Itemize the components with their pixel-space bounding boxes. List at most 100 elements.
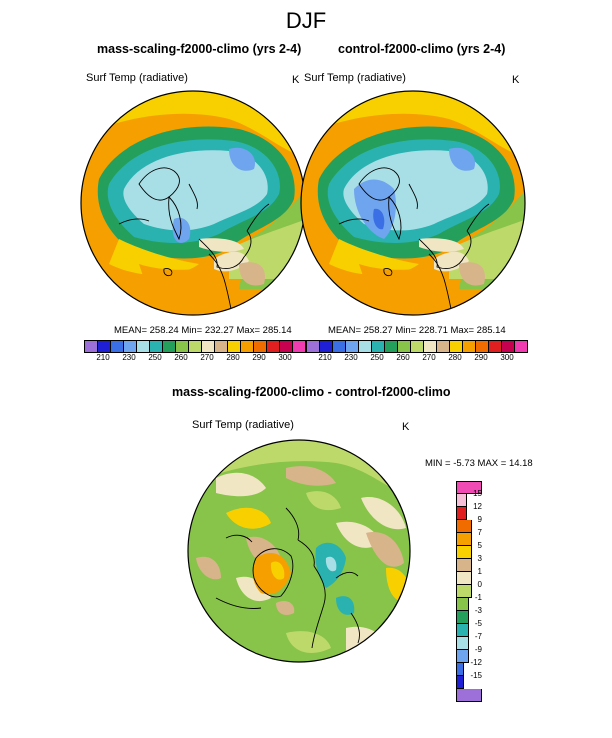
panel-2-colorbar-swatch [411,341,424,352]
diff-colorbar-tick-label: -1 [474,593,482,602]
diff-colorbar-swatch [456,598,469,611]
diff-colorbar-row [456,481,482,494]
diff-colorbar-tick-label: 7 [477,528,482,537]
panel-1-colorbar-swatch [85,341,98,352]
diff-colorbar-row: -15 [456,671,482,689]
panel-1-colorbar-swatch [176,341,189,352]
panel-1-colorbar-bar [84,340,306,353]
panel-1-colorbar-swatch [189,341,202,352]
diff-colorbar: 15 12 9 7 5 3 1 0 -1 -3 -5 -7 -9 -12 -15 [456,481,482,702]
panel-1-colorbar-swatch [267,341,280,352]
diff-colorbar-tick-label: 15 [473,489,482,498]
diff-panel-variable-label: Surf Temp (radiative) [192,419,294,431]
panel-1-units-label: K [292,74,300,86]
diff-colorbar-tick-label: 1 [477,567,482,576]
panel-2-colorbar-tick-label: 250 [370,353,384,362]
panel-1-colorbar-tick-label: 230 [122,353,136,362]
panel-1-colorbar-swatch [215,341,228,352]
diff-panel-units-label: K [402,421,410,433]
diff-colorbar-swatch [456,689,482,702]
panel-2-colorbar-swatch [346,341,359,352]
panel-1-colorbar-swatch [98,341,111,352]
diff-colorbar-row: -1 [456,593,482,611]
diff-colorbar-row: 7 [456,528,482,546]
panel-2-colorbar-swatch [398,341,411,352]
panel-2-colorbar-tick-label: 290 [474,353,488,362]
diff-colorbar-swatch [456,507,468,520]
panel-2-colorbar-swatch [333,341,346,352]
panel-2-colorbar-swatch [424,341,437,352]
panel-1-colorbar-swatch [150,341,163,352]
panel-2-colorbar-swatch [502,341,515,352]
panel-1-colorbar-tick-label: 280 [226,353,240,362]
panel-1-colorbar-tick-label: 290 [252,353,266,362]
panel-2-colorbar-swatch [515,341,527,352]
diff-colorbar-swatch [456,624,469,637]
diff-colorbar-row: 12 [456,502,482,520]
diff-colorbar-row: 15 [456,489,482,507]
diff-colorbar-swatch [456,637,469,650]
diff-colorbar-tick-label: 0 [477,580,482,589]
diff-colorbar-row: -5 [456,619,482,637]
panel-1-colorbar-swatch [163,341,176,352]
diff-colorbar-swatch [456,650,469,663]
diff-colorbar-swatch [456,559,472,572]
diff-colorbar-swatch [456,520,472,533]
panel-1-colorbar-swatch [111,341,124,352]
diff-colorbar-row [456,689,482,702]
diff-colorbar-swatch [456,611,469,624]
diff-colorbar-tick-label: 5 [477,541,482,550]
diff-colorbar-swatch [456,585,472,598]
diff-colorbar-row: -7 [456,632,482,650]
panel-2-colorbar-bar [306,340,528,353]
panel-1-colorbar-swatch [280,341,293,352]
panel-2-colorbar-swatch [489,341,502,352]
diff-colorbar-swatch [456,663,465,676]
panel-2-colorbar-tick-label: 300 [500,353,514,362]
diff-colorbar-row: 5 [456,541,482,559]
panel-2-polar-map [300,90,526,316]
diff-colorbar-tick-label: -12 [470,658,482,667]
panel-1-colorbar-ticks: 210 230 250 260 270 280 290 300 [84,353,306,362]
diff-panel-title: mass-scaling-f2000-climo - control-f2000… [172,385,451,399]
panel-1-colorbar: 210 230 250 260 270 280 290 300 [84,340,306,362]
diff-colorbar-tick-label: -9 [474,645,482,654]
panel-2-stats: MEAN= 258.27 Min= 228.71 Max= 285.14 [328,325,506,336]
diff-colorbar-swatch [456,676,465,689]
panel-2-colorbar-swatch [372,341,385,352]
panel-2-colorbar-swatch [307,341,320,352]
panel-2-colorbar-ticks: 210 230 250 260 270 280 290 300 [306,353,528,362]
panel-1-colorbar-swatch [228,341,241,352]
panel-1-colorbar-swatch [202,341,215,352]
panel-1-colorbar-tick-label: 210 [96,353,110,362]
diff-colorbar-row: -9 [456,645,482,663]
diff-colorbar-tick-label: -7 [474,632,482,641]
panel-2-title: control-f2000-climo (yrs 2-4) [338,42,506,56]
panel-2-colorbar-swatch [437,341,450,352]
diff-colorbar-row: 3 [456,554,482,572]
panel-1-polar-map [80,90,306,316]
panel-2-colorbar-swatch [320,341,333,352]
diff-panel-stats: MIN = -5.73 MAX = 14.18 [425,458,533,469]
panel-2-colorbar-tick-label: 260 [396,353,410,362]
panel-1-stats: MEAN= 258.24 Min= 232.27 Max= 285.14 [114,325,292,336]
diff-colorbar-tick-label: -3 [474,606,482,615]
diff-colorbar-row: 9 [456,515,482,533]
panel-1-colorbar-swatch [241,341,254,352]
diff-colorbar-row: 0 [456,580,482,598]
panel-2-colorbar: 210 230 250 260 270 280 290 300 [306,340,528,362]
diff-colorbar-swatch [456,494,468,507]
panel-2-colorbar-swatch [385,341,398,352]
diff-colorbar-tick-label: 9 [477,515,482,524]
panel-2-colorbar-swatch [450,341,463,352]
figure-title: DJF [285,8,327,33]
diff-colorbar-row: -3 [456,606,482,624]
panel-2-colorbar-swatch [476,341,489,352]
diff-colorbar-swatch [456,546,472,559]
diff-polar-map [187,439,411,663]
panel-2-units-label: K [512,74,520,86]
diff-colorbar-row: 1 [456,567,482,585]
panel-1-variable-label: Surf Temp (radiative) [86,72,188,84]
diff-colorbar-tick-label: 12 [473,502,482,511]
panel-2-colorbar-tick-label: 280 [448,353,462,362]
